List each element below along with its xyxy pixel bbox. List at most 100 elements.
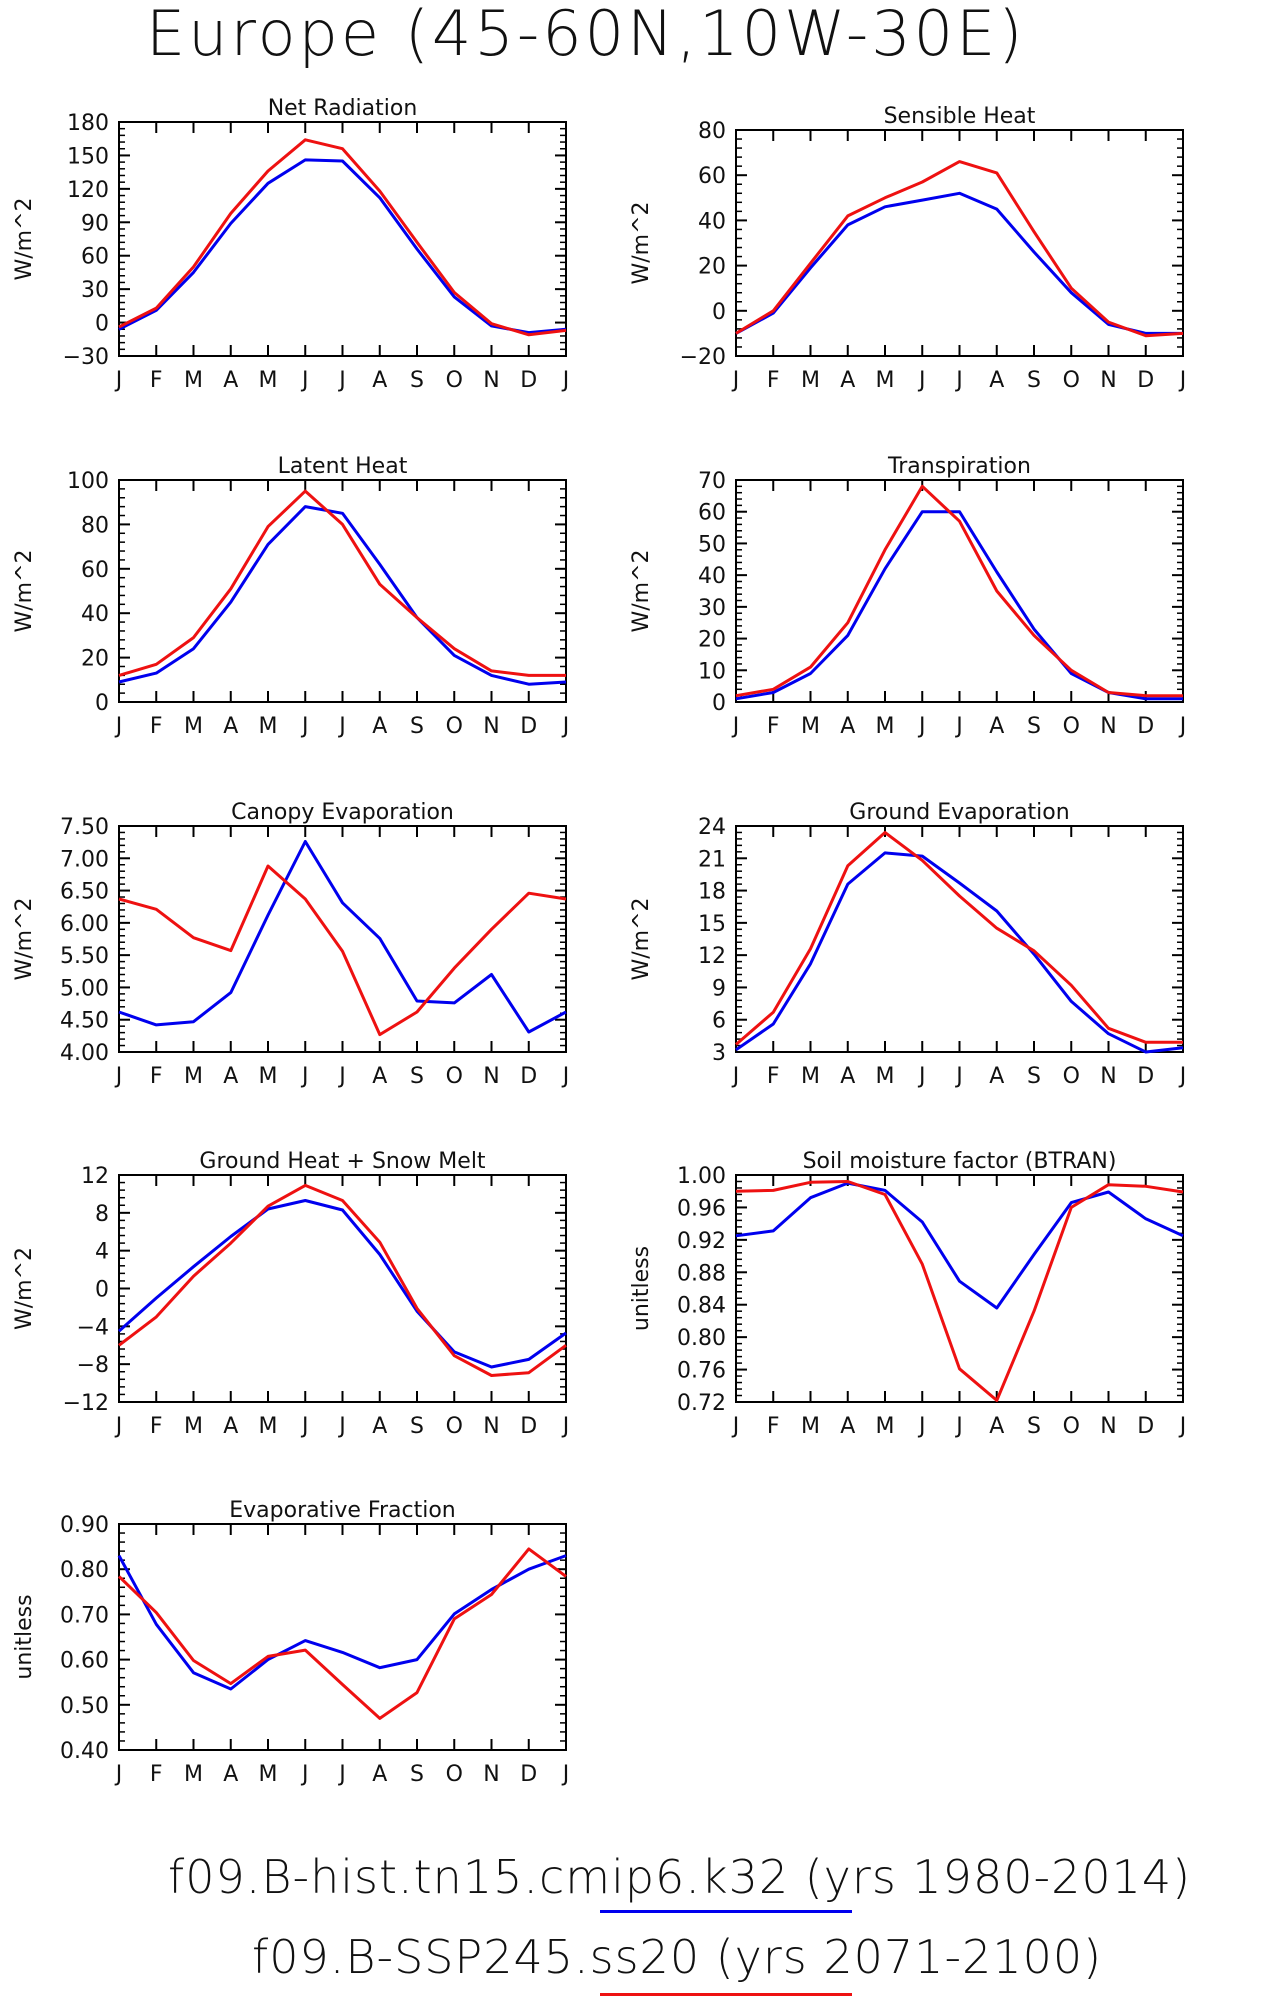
x-tick-label: J bbox=[561, 714, 570, 739]
x-tick-label: F bbox=[150, 1414, 163, 1439]
plot-frame bbox=[118, 1523, 567, 1751]
x-tick-label: S bbox=[410, 1414, 424, 1439]
y-tick-label: 4.50 bbox=[60, 1009, 109, 1034]
plot-frame bbox=[735, 129, 1184, 357]
y-tick-label: 6.50 bbox=[60, 880, 109, 905]
series-line-hist bbox=[735, 191, 1183, 335]
x-tick-label: J bbox=[954, 368, 963, 393]
x-tick-label: J bbox=[114, 714, 123, 739]
x-tick-label: M bbox=[259, 1064, 278, 1089]
x-tick-label: A bbox=[989, 368, 1004, 393]
x-tick-label: M bbox=[184, 714, 203, 739]
y-tick-label: 3 bbox=[712, 1041, 726, 1066]
y-axis-label: unitless bbox=[629, 1246, 654, 1331]
chart-panel-7: Ground Heat + Snow Melt W/m^2 −12 −8 −4 0 4 8 12… bbox=[12, 1149, 569, 1439]
chart-panel-5: Canopy Evaporation W/m^2 4.00 4.50 5.00 5.50 6… bbox=[12, 800, 569, 1089]
y-tick-label: −30 bbox=[63, 345, 109, 370]
x-tick-label: F bbox=[767, 714, 780, 739]
y-tick-label: 9 bbox=[712, 976, 726, 1001]
x-tick-label: A bbox=[840, 1414, 855, 1439]
y-tick-label: 80 bbox=[698, 119, 726, 144]
x-tick-label: D bbox=[520, 1064, 537, 1089]
x-tick-label: J bbox=[114, 1762, 123, 1787]
y-tick-label: 0.70 bbox=[60, 1603, 109, 1628]
x-tick-label: A bbox=[989, 1064, 1004, 1089]
y-tick-label: 40 bbox=[698, 209, 726, 234]
x-tick-label: J bbox=[731, 1414, 740, 1439]
x-tick-label: M bbox=[876, 714, 895, 739]
y-tick-label: 60 bbox=[81, 558, 109, 583]
y-axis-label: W/m^2 bbox=[12, 897, 37, 980]
x-tick-label: O bbox=[1063, 714, 1080, 739]
x-tick-label: N bbox=[1100, 1414, 1116, 1439]
x-tick-label: F bbox=[150, 1762, 163, 1787]
series-line-ssp245 bbox=[118, 138, 567, 337]
y-tick-label: 90 bbox=[81, 211, 109, 236]
x-tick-label: A bbox=[223, 1762, 238, 1787]
y-tick-label: −12 bbox=[63, 1391, 109, 1416]
x-tick-label: M bbox=[801, 1414, 820, 1439]
x-tick-label: J bbox=[300, 368, 309, 393]
y-tick-label: 40 bbox=[698, 564, 726, 589]
x-tick-label: M bbox=[801, 714, 820, 739]
y-tick-label: 50 bbox=[698, 532, 726, 557]
x-tick-label: M bbox=[876, 368, 895, 393]
panel-title: Canopy Evaporation bbox=[231, 800, 454, 825]
x-tick-label: M bbox=[259, 714, 278, 739]
y-tick-label: 0.96 bbox=[677, 1196, 726, 1221]
y-tick-label: 5.00 bbox=[60, 976, 109, 1001]
x-tick-label: N bbox=[483, 1064, 499, 1089]
y-tick-label: 0 bbox=[95, 1278, 109, 1303]
x-tick-label: M bbox=[876, 1414, 895, 1439]
x-tick-label: D bbox=[1137, 714, 1154, 739]
x-tick-label: J bbox=[954, 1414, 963, 1439]
x-tick-label: A bbox=[840, 368, 855, 393]
x-tick-label: M bbox=[801, 1064, 820, 1089]
y-tick-label: 150 bbox=[67, 144, 109, 169]
x-tick-label: D bbox=[520, 1414, 537, 1439]
x-tick-label: N bbox=[483, 714, 499, 739]
x-tick-label: O bbox=[446, 714, 463, 739]
series-line-ssp245 bbox=[735, 1180, 1184, 1402]
x-tick-label: J bbox=[337, 368, 346, 393]
series-line-ssp245 bbox=[118, 489, 566, 677]
y-tick-label: 0.80 bbox=[677, 1326, 726, 1351]
x-tick-label: D bbox=[520, 714, 537, 739]
y-tick-label: 6 bbox=[712, 1009, 726, 1034]
plot-frame bbox=[118, 825, 567, 1053]
legend-entry-ssp245: f09.B-SSP245.ss20 (yrs 2071-2100) bbox=[252, 1930, 1103, 1984]
y-tick-label: 0.72 bbox=[677, 1391, 726, 1416]
series-line-hist bbox=[117, 1554, 567, 1691]
y-tick-label: 0.76 bbox=[677, 1359, 726, 1384]
x-tick-label: D bbox=[520, 368, 537, 393]
x-tick-label: A bbox=[223, 368, 238, 393]
y-tick-label: 20 bbox=[81, 647, 109, 672]
series-line-ssp245 bbox=[735, 160, 1184, 338]
x-tick-label: J bbox=[1178, 368, 1187, 393]
y-tick-label: 60 bbox=[698, 164, 726, 189]
x-tick-label: N bbox=[483, 368, 499, 393]
x-tick-label: M bbox=[184, 1064, 203, 1089]
x-tick-label: J bbox=[731, 1064, 740, 1089]
x-tick-label: J bbox=[731, 714, 740, 739]
y-tick-label: 100 bbox=[67, 469, 109, 494]
plot-frame bbox=[118, 121, 567, 357]
x-tick-label: A bbox=[840, 714, 855, 739]
y-axis-label: W/m^2 bbox=[12, 197, 37, 280]
y-tick-label: 0.80 bbox=[60, 1558, 109, 1583]
chart-panel-8: Soil moisture factor (BTRAN) unitless 0.72… bbox=[629, 1149, 1186, 1439]
x-tick-label: F bbox=[767, 1064, 780, 1089]
y-tick-label: 21 bbox=[698, 847, 726, 872]
panel-title: Transpiration bbox=[887, 454, 1031, 479]
y-tick-label: 4.00 bbox=[60, 1041, 109, 1066]
y-tick-label: 40 bbox=[81, 602, 109, 627]
x-tick-label: F bbox=[150, 714, 163, 739]
x-tick-label: J bbox=[337, 1064, 346, 1089]
y-tick-label: 20 bbox=[698, 255, 726, 280]
x-tick-label: S bbox=[1027, 714, 1041, 739]
